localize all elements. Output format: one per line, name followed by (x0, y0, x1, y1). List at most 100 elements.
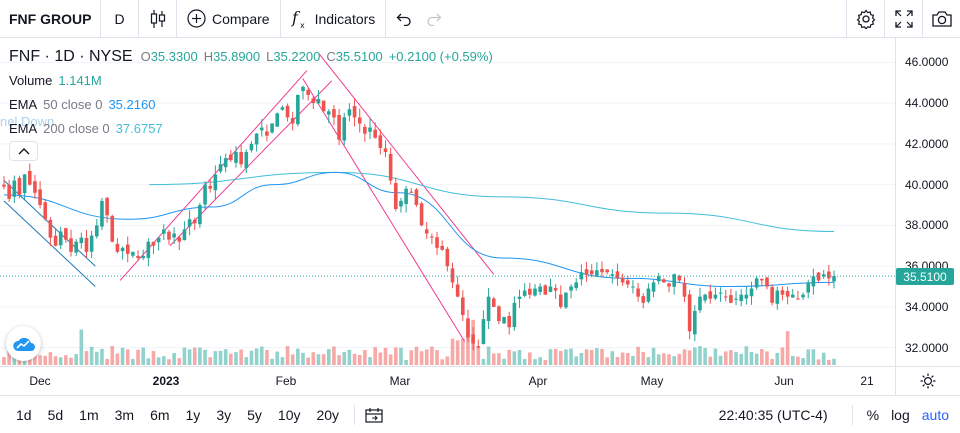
candle-body (424, 229, 429, 234)
candle-body (574, 282, 579, 288)
volume-bar (120, 347, 125, 365)
indicators-label: Indicators (314, 10, 376, 27)
volume-bar (234, 352, 238, 365)
redo-icon[interactable] (426, 12, 442, 26)
volume-bar (94, 351, 99, 365)
candle-body (22, 174, 27, 194)
candle-body (553, 287, 558, 291)
auto-toggle[interactable]: auto (921, 407, 949, 423)
undo-icon[interactable] (396, 12, 412, 26)
price-chart[interactable] (0, 38, 896, 366)
volume-bar (656, 354, 661, 365)
volume-bar (765, 351, 769, 365)
compare-button[interactable]: Compare (177, 0, 281, 38)
candle-body (729, 295, 733, 303)
volume-bar (564, 349, 568, 365)
price-tick-label: 42.0000 (905, 136, 949, 151)
candle-body (280, 107, 285, 110)
ema50-value: 35.2160 (108, 97, 156, 112)
candle-body (388, 153, 393, 181)
channel-line[interactable] (169, 80, 333, 247)
volume-bar (687, 350, 692, 365)
camera-icon[interactable] (922, 0, 960, 38)
ema200-legend[interactable]: EMA 200 close 0 37.6757 (9, 117, 493, 141)
candle-body (33, 181, 37, 193)
range-button-6m[interactable]: 6m (150, 406, 170, 423)
volume-bar (296, 348, 300, 365)
volume-bar (517, 350, 522, 365)
candle-body (466, 318, 470, 338)
candle-body (471, 334, 475, 344)
range-button-10y[interactable]: 10y (277, 406, 301, 423)
price-tick-label: 32.0000 (905, 340, 949, 355)
clock-timezone[interactable]: 22:40:35 (UTC-4) (718, 407, 828, 423)
range-button-20y[interactable]: 20y (316, 406, 340, 423)
candle-body (713, 294, 718, 299)
series-legend[interactable]: FNF · 1D · NYSE O 35.3300 H 35.8900 L 35… (9, 45, 493, 69)
high-key: H (203, 49, 214, 64)
channel-line[interactable] (3, 200, 96, 287)
candle-body (337, 114, 341, 140)
range-button-3m[interactable]: 3m (114, 406, 135, 423)
time-axis[interactable]: Dec 2023 Feb Mar Apr May Jun 21 (0, 366, 896, 395)
volume-legend[interactable]: Volume 1.141M (9, 69, 493, 93)
range-button-1d[interactable]: 1d (16, 406, 32, 423)
volume-bar (270, 358, 274, 365)
candle-body (239, 151, 243, 165)
volume-bar (486, 346, 491, 365)
candle-body (352, 106, 357, 118)
symbol-search[interactable]: FNF GROUP (0, 0, 101, 38)
volume-bar (455, 340, 460, 365)
volume-bar (481, 358, 486, 365)
compare-label: Compare (212, 10, 270, 27)
ema50-line[interactable] (3, 171, 835, 288)
channel-line[interactable] (319, 53, 495, 275)
ema200-params: 200 close 0 (43, 121, 110, 136)
candle-body (455, 284, 460, 297)
percent-toggle[interactable]: % (866, 407, 880, 423)
volume-bar (461, 338, 465, 365)
range-button-1y[interactable]: 1y (185, 406, 201, 423)
volume-bar (332, 346, 336, 365)
candle-body (631, 286, 635, 288)
volume-bar (770, 358, 774, 365)
candles-icon[interactable] (139, 0, 177, 38)
volume-bar (625, 353, 630, 365)
settings-gear-icon[interactable] (846, 0, 884, 38)
volume-bar (306, 357, 310, 365)
cloud-logo-icon[interactable] (6, 326, 41, 361)
ema200-line[interactable] (149, 171, 835, 232)
axis-settings-button[interactable] (896, 366, 960, 395)
channel-drawing-label: nel Down (0, 114, 55, 129)
range-button-5d[interactable]: 5d (47, 406, 64, 423)
fullscreen-icon[interactable] (884, 0, 922, 38)
time-tick-label: Dec (29, 374, 51, 388)
volume-bar (466, 322, 470, 365)
candle-body (821, 274, 826, 277)
volume-bar (620, 352, 625, 365)
volume-bar (151, 351, 156, 365)
ema50-legend[interactable]: EMA 50 close 0 35.2160 (9, 93, 493, 117)
low-value: 35.2200 (273, 49, 321, 64)
volume-bar (58, 357, 63, 365)
time-tick-label: 21 (860, 374, 874, 388)
range-button-5y[interactable]: 5y (247, 406, 262, 423)
candle-body (368, 127, 372, 132)
channel-line[interactable] (302, 78, 466, 342)
volume-bar (156, 357, 161, 365)
time-tick-label: Jun (774, 374, 794, 388)
range-button-1m[interactable]: 1m (79, 406, 99, 423)
toolbar-right (846, 0, 960, 38)
log-toggle[interactable]: log (891, 407, 910, 423)
volume-bar (100, 348, 104, 365)
candle-body (589, 270, 594, 275)
candle-body (208, 185, 213, 189)
symbol-title: FNF · 1D · NYSE (9, 48, 133, 65)
calendar-goto-icon[interactable] (365, 407, 383, 423)
time-tick-label: Feb (275, 374, 297, 388)
interval-button[interactable]: D (101, 0, 139, 38)
candle-body (775, 290, 780, 304)
collapse-legend-button[interactable] (9, 141, 38, 161)
range-button-3y[interactable]: 3y (216, 406, 232, 423)
